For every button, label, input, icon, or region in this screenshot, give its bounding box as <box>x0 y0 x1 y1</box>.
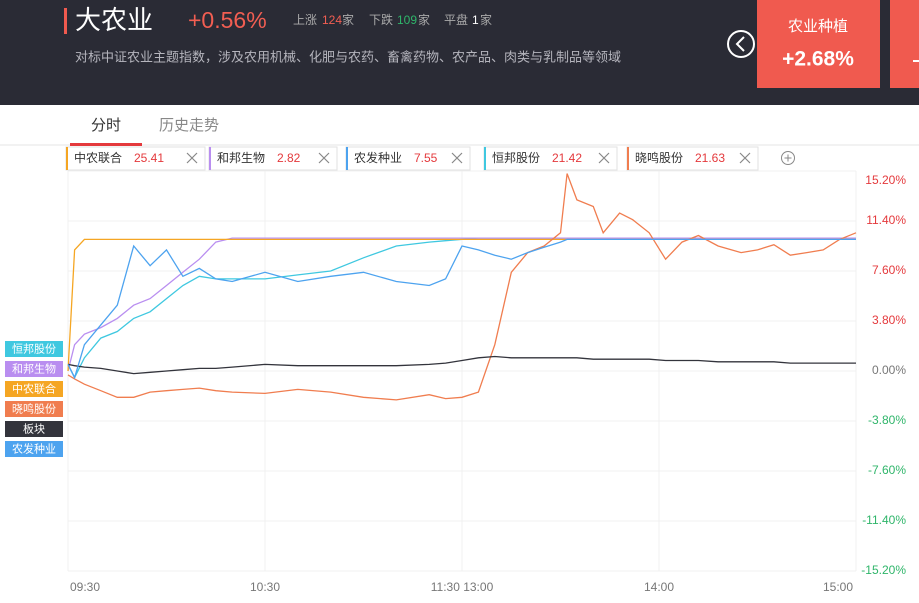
y-tick-label: -7.60% <box>868 463 906 477</box>
back-icon <box>735 36 745 52</box>
stat-count: 1 <box>472 13 479 27</box>
y-tick-label: 11.40% <box>866 213 906 227</box>
series-line <box>67 355 856 375</box>
title: 大农业 <box>75 5 153 35</box>
legend-label: 板块 <box>23 421 45 435</box>
legend-label: 中农联合 <box>12 381 56 395</box>
x-tick-label: 09:30 <box>70 580 100 594</box>
y-tick-label: -15.20% <box>861 563 906 577</box>
tab-underline <box>70 143 142 146</box>
chip-close[interactable] <box>186 152 198 164</box>
chip-close[interactable] <box>598 152 610 164</box>
chip-accent <box>484 147 486 170</box>
chip-price: 2.82 <box>277 151 301 165</box>
chip-price: 21.63 <box>695 151 725 165</box>
x-tick-label: 14:00 <box>644 580 674 594</box>
chip-name: 恒邦股份 <box>492 151 540 165</box>
chip-close[interactable] <box>318 152 330 164</box>
y-tick-label: 7.60% <box>872 263 906 277</box>
y-tick-label: 3.80% <box>872 313 906 327</box>
chip-name: 中农联合 <box>74 150 122 165</box>
series-line <box>67 238 856 380</box>
chip-name: 晓鸣股份 <box>635 150 683 165</box>
tab[interactable]: 历史走势 <box>159 117 219 134</box>
legend-tag <box>5 381 63 397</box>
add-button[interactable] <box>781 151 795 165</box>
next-card[interactable] <box>890 0 919 88</box>
chip-name: 和邦生物 <box>217 151 265 165</box>
legend-label: 恒邦股份 <box>12 342 56 355</box>
x-tick-label: 15:00 <box>823 580 853 594</box>
chip-name: 农发种业 <box>354 150 402 165</box>
stat-count: 124 <box>322 13 342 27</box>
series-line <box>67 173 857 401</box>
add-icon <box>784 154 792 162</box>
legend-label: 和邦生物 <box>12 361 56 375</box>
chip-accent <box>66 147 68 170</box>
chip-accent <box>346 147 348 170</box>
series-line <box>67 237 856 372</box>
x-tick-label: 10:30 <box>250 580 280 594</box>
tab-active[interactable]: 分时 <box>91 117 121 134</box>
sector-card[interactable] <box>757 0 880 88</box>
stat-unit: 家 <box>418 12 430 27</box>
legend-tag <box>5 341 63 357</box>
stat-label: 平盘 <box>444 12 468 27</box>
description: 对标中证农业主题指数，涉及农用机械、化肥与农药、畜禽药物、农产品、肉类与乳制品等… <box>75 49 621 64</box>
back-button[interactable] <box>727 30 755 58</box>
legend-label: 农发种业 <box>12 441 56 455</box>
chip-accent <box>209 147 211 170</box>
legend-tag <box>5 421 63 437</box>
legend-tag <box>5 361 63 377</box>
legend-tag <box>5 441 63 457</box>
chip-price: 21.42 <box>552 151 582 165</box>
card-change: +2.68% <box>782 48 854 71</box>
chip-price: 7.55 <box>414 151 438 165</box>
stat-unit: 家 <box>342 12 354 27</box>
change: +0.56% <box>188 7 267 33</box>
stat-count: 109 <box>397 13 417 27</box>
stat-label: 下跌 <box>369 12 393 27</box>
y-tick-label: 0.00% <box>872 363 906 377</box>
chip-close[interactable] <box>739 152 751 164</box>
title-accent <box>64 8 67 34</box>
y-tick-label: 15.20% <box>865 173 906 187</box>
card-name: 农业种植 <box>788 18 848 35</box>
stat-label: 上涨 <box>293 12 317 27</box>
chip-close[interactable] <box>451 152 463 164</box>
legend-tag <box>5 401 63 417</box>
x-tick-label: 11:30 13:00 <box>431 580 494 594</box>
y-tick-label: -3.80% <box>868 413 906 427</box>
y-tick-label: -11.40% <box>862 513 906 527</box>
legend-label: 晓鸣股份 <box>12 401 56 415</box>
next-card-glyph <box>913 60 919 62</box>
chip-price: 25.41 <box>134 151 164 165</box>
stat-unit: 家 <box>480 12 492 27</box>
chip-accent <box>627 147 629 170</box>
